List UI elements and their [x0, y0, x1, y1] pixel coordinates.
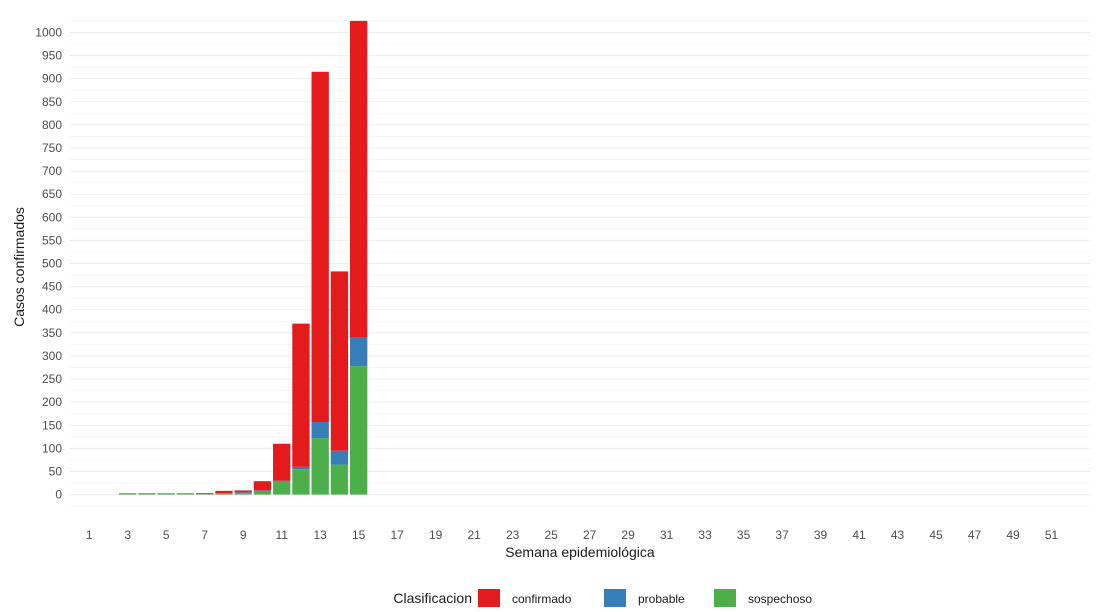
bar-segment-confirmado: [311, 71, 329, 423]
bar-segment-probable: [350, 337, 368, 367]
x-tick-label: 17: [390, 528, 404, 542]
y-tick-label: 150: [42, 418, 62, 432]
x-tick-label: 23: [506, 528, 520, 542]
y-tick-label: 850: [42, 95, 62, 109]
y-tick-label: 350: [42, 326, 62, 340]
bar-segment-sospechoso: [273, 481, 291, 495]
y-tick-label: 300: [42, 349, 62, 363]
bar-segment-confirmado: [292, 323, 310, 467]
y-tick-label: 600: [42, 210, 62, 224]
bar-segment-confirmado: [273, 443, 291, 481]
x-tick-label: 47: [968, 528, 982, 542]
x-tick-label: 1: [86, 528, 93, 542]
bar-segment-confirmado: [196, 493, 214, 495]
bar-segment-sospechoso: [311, 438, 329, 495]
y-tick-label: 500: [42, 257, 62, 271]
x-tick-label: 49: [1006, 528, 1020, 542]
bar-segment-probable: [292, 466, 310, 470]
x-tick-label: 21: [467, 528, 481, 542]
y-tick-label: 650: [42, 187, 62, 201]
y-tick-label: 450: [42, 280, 62, 294]
y-tick-label: 950: [42, 49, 62, 63]
legend-key-sospechoso: [714, 589, 736, 607]
y-tick-label: 900: [42, 72, 62, 86]
x-tick-label: 41: [852, 528, 866, 542]
bar-segment-confirmado: [253, 481, 272, 491]
bar-segment-sospechoso: [253, 490, 272, 495]
x-tick-label: 37: [775, 528, 789, 542]
x-tick-label: 9: [240, 528, 247, 542]
x-axis-title: Semana epidemiológica: [505, 544, 655, 560]
y-tick-label: 400: [42, 303, 62, 317]
bar-segment-sospechoso: [215, 493, 233, 495]
y-tick-label: 250: [42, 372, 62, 386]
legend: Clasificacion confirmado probable sospecho…: [393, 589, 812, 607]
bar-segment-sospechoso: [234, 493, 252, 495]
bar-segment-sospechoso: [330, 464, 349, 495]
x-tick-label: 51: [1045, 528, 1059, 542]
x-tick-label: 39: [814, 528, 828, 542]
bar-segment-sospechoso: [119, 493, 137, 495]
bar-segment-sospechoso: [138, 493, 156, 495]
x-tick-label: 25: [544, 528, 558, 542]
x-tick-label: 7: [201, 528, 208, 542]
y-tick-label: 200: [42, 395, 62, 409]
x-tick-label: 11: [275, 528, 288, 542]
bar-segment-probable: [330, 450, 349, 465]
bars: [119, 20, 368, 495]
x-tick-label: 33: [698, 528, 712, 542]
y-axis-ticks: 0 50 100 150 200 250 300 350 400 450 500 550 600 650 7…: [35, 25, 62, 501]
bar-segment-probable: [311, 422, 329, 439]
x-tick-label: 29: [621, 528, 635, 542]
bar-segment-confirmado: [350, 20, 368, 338]
y-tick-label: 0: [55, 488, 62, 502]
legend-key-probable: [604, 589, 626, 607]
x-tick-label: 31: [660, 528, 674, 542]
y-tick-label: 750: [42, 141, 62, 155]
x-axis-ticks: 1 3 5 7 9 11 13 15 17 19 21 23 25 27 29 31 33 35 37 39 41 43 4…: [86, 528, 1059, 542]
x-tick-label: 13: [314, 528, 328, 542]
x-tick-label: 45: [929, 528, 943, 542]
bar-segment-confirmado: [215, 490, 233, 494]
bar-segment-probable: [273, 480, 291, 482]
y-tick-label: 1000: [35, 25, 62, 39]
y-tick-label: 100: [42, 441, 62, 455]
y-tick-label: 700: [42, 164, 62, 178]
y-tick-label: 50: [49, 464, 63, 478]
bar-segment-sospechoso: [292, 469, 310, 495]
x-tick-label: 27: [583, 528, 597, 542]
bar-segment-sospechoso: [157, 493, 175, 495]
x-tick-label: 5: [163, 528, 170, 542]
bar-segment-sospechoso: [176, 493, 195, 495]
x-tick-label: 15: [352, 528, 366, 542]
x-tick-label: 43: [891, 528, 905, 542]
legend-label-confirmado: confirmado: [512, 592, 572, 606]
bar-segment-probable: [234, 492, 252, 494]
x-tick-label: 19: [429, 528, 443, 542]
y-axis-title: Casos confirmados: [11, 207, 27, 327]
legend-title: Clasificacion: [393, 590, 472, 606]
legend-label-sospechoso: sospechoso: [748, 592, 812, 606]
legend-key-confirmado: [478, 589, 500, 607]
legend-label-probable: probable: [638, 592, 685, 606]
bar-segment-confirmado: [330, 271, 349, 451]
grid-lines: [70, 20, 1090, 507]
y-tick-label: 550: [42, 233, 62, 247]
x-tick-label: 3: [124, 528, 131, 542]
x-tick-label: 35: [737, 528, 751, 542]
y-tick-label: 800: [42, 118, 62, 132]
bar-segment-sospechoso: [350, 366, 368, 495]
bar-segment-confirmado: [234, 490, 252, 493]
